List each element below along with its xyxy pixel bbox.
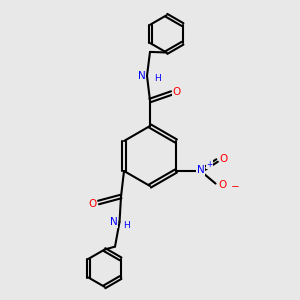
Text: −: − [231,182,239,192]
Text: H: H [154,74,161,83]
Text: N: N [110,217,117,227]
Text: O: O [88,199,97,209]
Text: H: H [123,220,130,230]
Text: N: N [197,165,205,176]
Text: +: + [206,160,212,169]
Text: O: O [220,154,228,164]
Text: N: N [138,71,146,81]
Text: O: O [218,180,226,190]
Text: O: O [173,86,181,97]
